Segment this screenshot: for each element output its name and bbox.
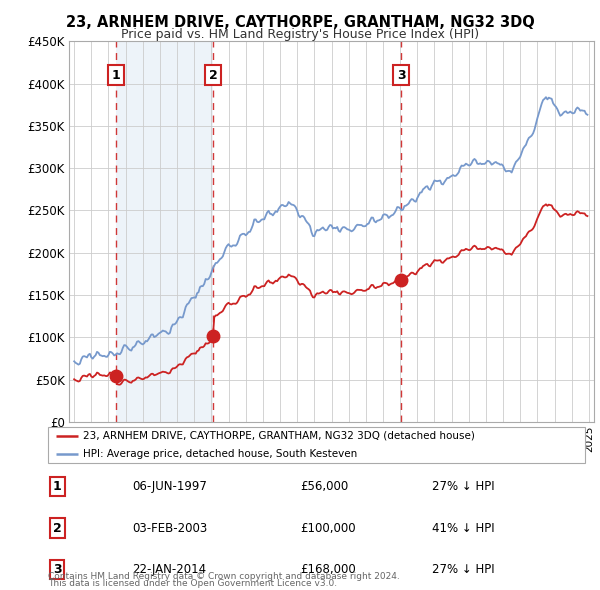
Text: 27% ↓ HPI: 27% ↓ HPI bbox=[432, 563, 494, 576]
Text: This data is licensed under the Open Government Licence v3.0.: This data is licensed under the Open Gov… bbox=[48, 579, 337, 588]
Text: 41% ↓ HPI: 41% ↓ HPI bbox=[432, 522, 494, 535]
Text: 2: 2 bbox=[53, 522, 61, 535]
Text: £56,000: £56,000 bbox=[300, 480, 348, 493]
Text: 3: 3 bbox=[53, 563, 61, 576]
Text: 1: 1 bbox=[53, 480, 61, 493]
Text: 22-JAN-2014: 22-JAN-2014 bbox=[132, 563, 206, 576]
Text: 23, ARNHEM DRIVE, CAYTHORPE, GRANTHAM, NG32 3DQ (detached house): 23, ARNHEM DRIVE, CAYTHORPE, GRANTHAM, N… bbox=[83, 431, 475, 441]
Text: Contains HM Land Registry data © Crown copyright and database right 2024.: Contains HM Land Registry data © Crown c… bbox=[48, 572, 400, 581]
Text: 27% ↓ HPI: 27% ↓ HPI bbox=[432, 480, 494, 493]
Text: £168,000: £168,000 bbox=[300, 563, 356, 576]
Bar bbox=[116, 41, 213, 422]
Text: HPI: Average price, detached house, South Kesteven: HPI: Average price, detached house, Sout… bbox=[83, 449, 357, 459]
Text: £100,000: £100,000 bbox=[300, 522, 356, 535]
Text: 1: 1 bbox=[112, 68, 120, 81]
Text: Price paid vs. HM Land Registry's House Price Index (HPI): Price paid vs. HM Land Registry's House … bbox=[121, 28, 479, 41]
FancyBboxPatch shape bbox=[48, 427, 585, 463]
Text: 06-JUN-1997: 06-JUN-1997 bbox=[132, 480, 207, 493]
Text: 03-FEB-2003: 03-FEB-2003 bbox=[132, 522, 207, 535]
Text: 3: 3 bbox=[397, 68, 406, 81]
Text: 2: 2 bbox=[209, 68, 217, 81]
Text: 23, ARNHEM DRIVE, CAYTHORPE, GRANTHAM, NG32 3DQ: 23, ARNHEM DRIVE, CAYTHORPE, GRANTHAM, N… bbox=[65, 15, 535, 30]
